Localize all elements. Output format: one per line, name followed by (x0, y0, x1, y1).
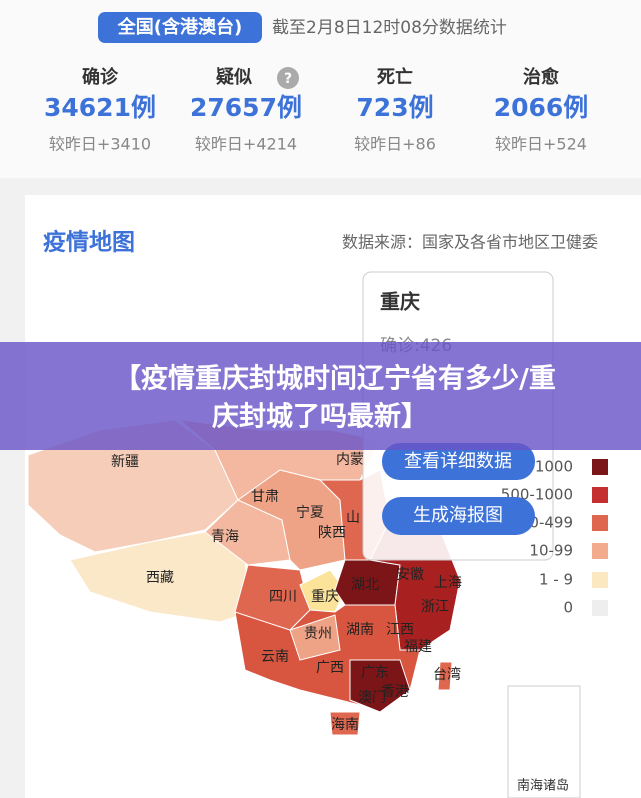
legend-swatch (592, 459, 608, 475)
banner-line: 庆封城了吗最新】 (212, 401, 428, 433)
region (299, 569, 346, 613)
province-label: 内蒙 (336, 452, 364, 468)
stat-value: 27657例 (190, 93, 302, 122)
legend-swatch (592, 572, 608, 588)
banner-line: 【疫情重庆封城时间辽宁省有多少/重 (114, 363, 556, 395)
province-label: 陕西 (318, 525, 346, 541)
source: 数据来源：国家及各省市地区卫健委 (342, 233, 598, 252)
legend-swatch (592, 515, 608, 531)
help-icon[interactable] (277, 67, 299, 89)
stat-change: 较昨日+4214 (195, 135, 297, 154)
card-title: 疫情地图 (43, 229, 135, 256)
province-label: 贵州 (304, 626, 332, 642)
stat-change: 较昨日+3410 (49, 135, 151, 154)
region (349, 659, 411, 713)
province-label: 香港 (381, 684, 409, 700)
stat-change: 较昨日+524 (495, 135, 587, 154)
stat-label: 死亡 (377, 66, 413, 88)
banner (0, 342, 641, 450)
stat-value: 723例 (356, 93, 433, 122)
province-label: 安徽 (396, 567, 424, 583)
province-label: 甘肃 (251, 489, 279, 505)
legend-swatch (592, 543, 608, 559)
province-label: 湖北 (351, 577, 379, 593)
province-label: 台湾 (433, 666, 461, 683)
province-label: 新疆 (111, 454, 139, 470)
province-label: 海南 (331, 717, 359, 733)
inset-label: 南海诸岛 (517, 778, 569, 794)
timestamp: 截至2月8日12时08分数据统计 (272, 18, 507, 38)
button-label[interactable]: 生成海报图 (413, 505, 503, 526)
province-label: 广东 (361, 665, 389, 681)
province-label: 山 (346, 510, 360, 526)
stat-label: 治愈 (523, 66, 560, 88)
province-label: 上海 (434, 575, 462, 591)
tooltip-province: 重庆 (380, 290, 420, 314)
legend-swatch (592, 487, 608, 503)
stat-value: 34621例 (44, 93, 156, 122)
province-label: 澳门 (358, 690, 386, 706)
province-label: 宁夏 (296, 504, 324, 521)
province-label: 西藏 (146, 570, 174, 586)
help-icon-mark: ? (284, 71, 292, 87)
province-label: 江西 (386, 622, 414, 638)
region (289, 614, 341, 661)
legend-label: 1 - 9 (539, 571, 573, 589)
region (329, 711, 361, 736)
province-label: 浙江 (421, 599, 449, 615)
province-label: 青海 (211, 529, 239, 545)
button[interactable] (382, 497, 535, 535)
province-label: 云南 (261, 649, 289, 665)
province-label: 重庆 (311, 589, 339, 605)
legend-label: 1000 (535, 458, 573, 476)
legend-swatch (592, 600, 608, 616)
legend-label: 0 (563, 599, 573, 617)
badge-text: 全国(含港澳台) (117, 16, 242, 38)
province-label: 福建 (404, 639, 432, 655)
stat-label: 疑似 (216, 67, 252, 88)
province-label: 广西 (316, 660, 344, 676)
region (437, 661, 453, 691)
badge (98, 12, 262, 43)
province-label: 湖南 (346, 622, 374, 638)
province-label: 四川 (269, 589, 297, 605)
stat-change: 较昨日+86 (354, 135, 436, 154)
stat-label: 确诊 (82, 66, 119, 88)
map (27, 419, 461, 736)
button-label[interactable]: 查看详细数据 (404, 451, 512, 472)
inset-box (507, 685, 581, 798)
button[interactable] (382, 443, 535, 480)
stat-value: 2066例 (494, 93, 589, 122)
legend-label: 10-99 (529, 542, 573, 560)
